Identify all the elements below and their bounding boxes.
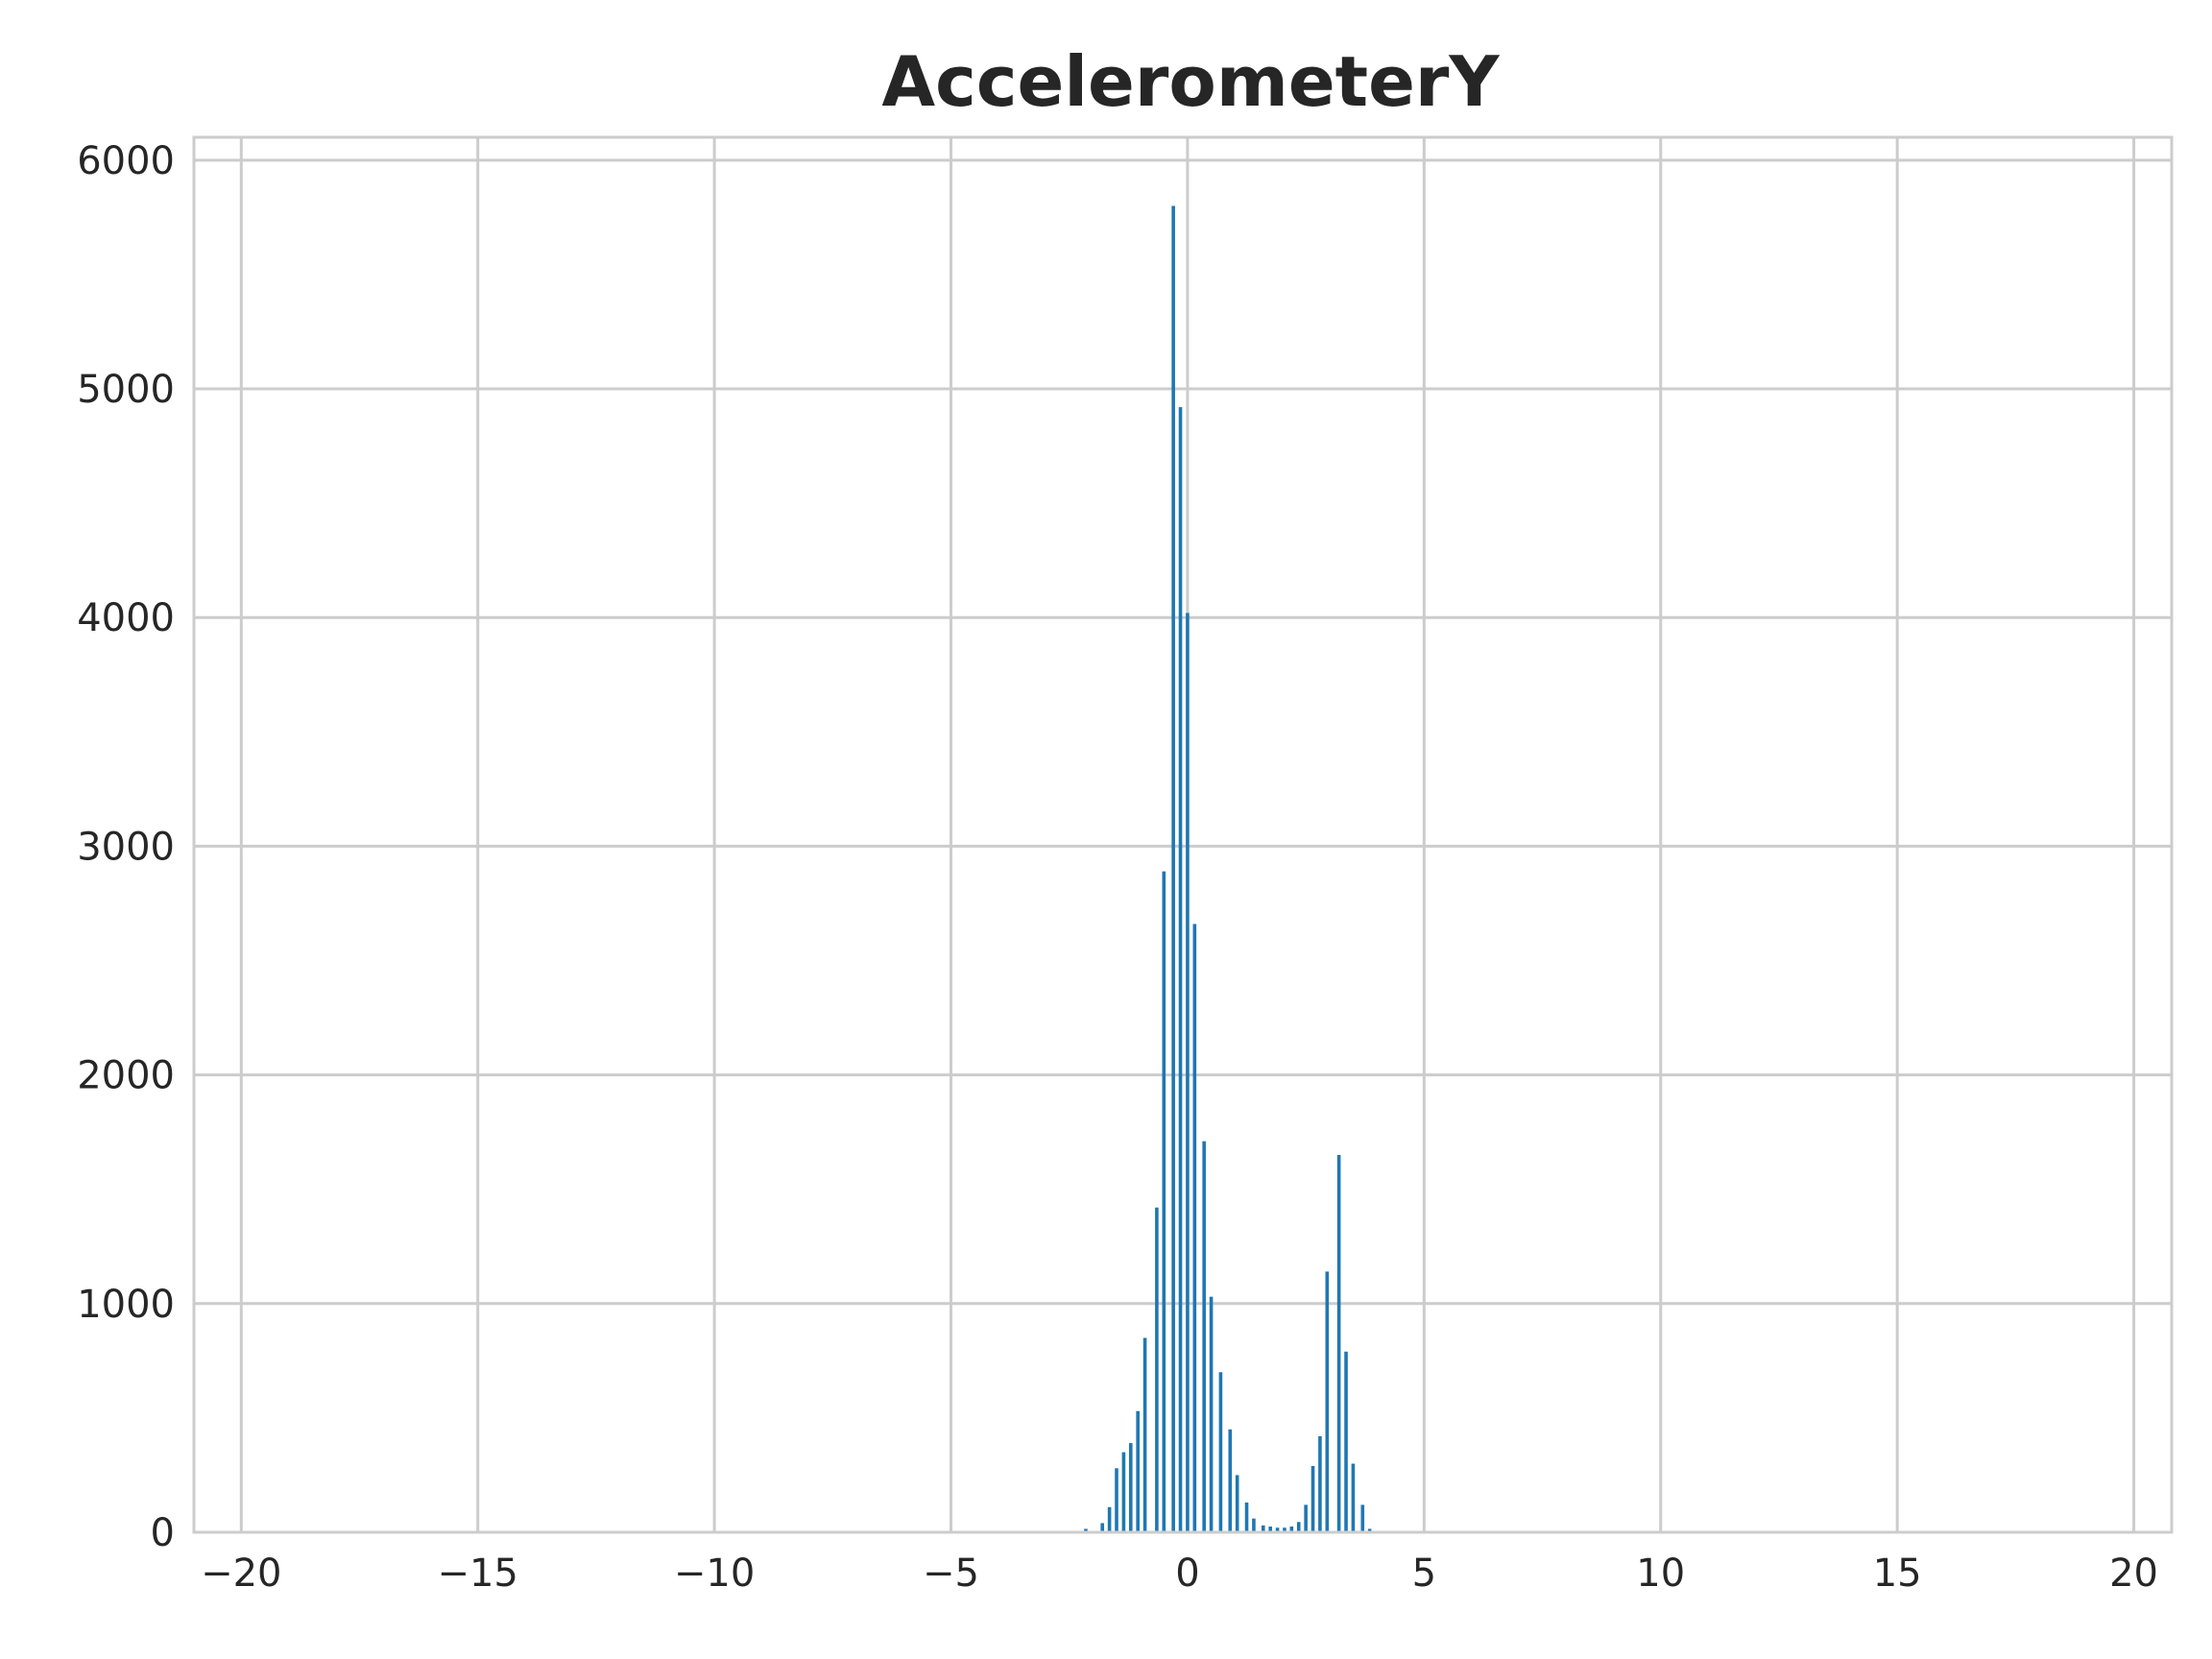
- histogram-bar: [1318, 1435, 1322, 1532]
- histogram-bar: [1336, 1154, 1341, 1532]
- histogram-bar: [1351, 1463, 1356, 1532]
- y-axis-ticks: 0 1000 2000 3000 4000 5000 6000: [77, 139, 175, 1555]
- x-tick-label: 15: [1873, 1551, 1922, 1596]
- histogram-bar: [1136, 1410, 1140, 1532]
- histogram-bar: [1268, 1527, 1272, 1532]
- y-tick-label: 0: [151, 1511, 175, 1555]
- histogram-bar: [1192, 924, 1197, 1532]
- histogram-bar: [1325, 1271, 1330, 1532]
- histogram-bar: [1289, 1527, 1294, 1532]
- y-tick-label: 5000: [77, 368, 175, 412]
- histogram-bar: [1178, 407, 1183, 1532]
- plot-frame: [192, 135, 2174, 1534]
- histogram-bar: [1367, 1528, 1372, 1532]
- x-tick-label: −20: [201, 1551, 281, 1596]
- histogram-bar: [1202, 1141, 1206, 1532]
- y-tick-label: 2000: [77, 1054, 175, 1098]
- y-tick-label: 6000: [77, 139, 175, 183]
- histogram-bar: [1107, 1506, 1112, 1532]
- y-tick-label: 3000: [77, 825, 175, 869]
- histogram-bar: [1235, 1475, 1239, 1532]
- grid-lines: [194, 137, 2172, 1534]
- histogram-bar: [1360, 1504, 1365, 1532]
- histogram-bar: [1252, 1518, 1256, 1532]
- histogram-bar: [1142, 1337, 1147, 1532]
- x-tick-label: 10: [1636, 1551, 1685, 1596]
- histogram-bar: [1100, 1523, 1105, 1532]
- y-tick-label: 1000: [77, 1283, 175, 1327]
- histogram-bar: [1155, 1207, 1159, 1532]
- histogram-bar: [1171, 205, 1175, 1533]
- histogram-bar: [1186, 613, 1190, 1532]
- histogram-bar: [1296, 1522, 1301, 1532]
- x-tick-label: −5: [923, 1551, 979, 1596]
- histogram-bar: [1310, 1465, 1315, 1532]
- bars: [1084, 205, 1372, 1533]
- histogram-bar: [1275, 1527, 1280, 1532]
- histogram-bar: [1344, 1351, 1348, 1532]
- histogram-bar: [1228, 1429, 1233, 1532]
- x-tick-label: −15: [437, 1551, 517, 1596]
- histogram-bar: [1209, 1296, 1214, 1532]
- histogram-bar: [1121, 1452, 1126, 1532]
- x-axis-ticks: −20 −15 −10 −5 0 5 10 15 20: [201, 1551, 2158, 1596]
- histogram-bar: [1128, 1443, 1133, 1532]
- histogram-bar: [1304, 1504, 1308, 1532]
- x-tick-label: −10: [674, 1551, 755, 1596]
- histogram-bar: [1244, 1503, 1249, 1532]
- histogram-bar: [1162, 871, 1166, 1532]
- histogram-bar: [1115, 1468, 1118, 1532]
- histogram-bar: [1283, 1527, 1286, 1532]
- x-tick-label: 0: [1175, 1551, 1199, 1596]
- x-tick-label: 5: [1412, 1551, 1436, 1596]
- chart-title: AccelerometerY: [881, 41, 1500, 122]
- histogram-bar: [1084, 1528, 1088, 1532]
- x-tick-label: 20: [2109, 1551, 2158, 1596]
- y-tick-label: 4000: [77, 596, 175, 640]
- histogram-bar: [1218, 1372, 1223, 1532]
- histogram-bar: [1261, 1525, 1265, 1532]
